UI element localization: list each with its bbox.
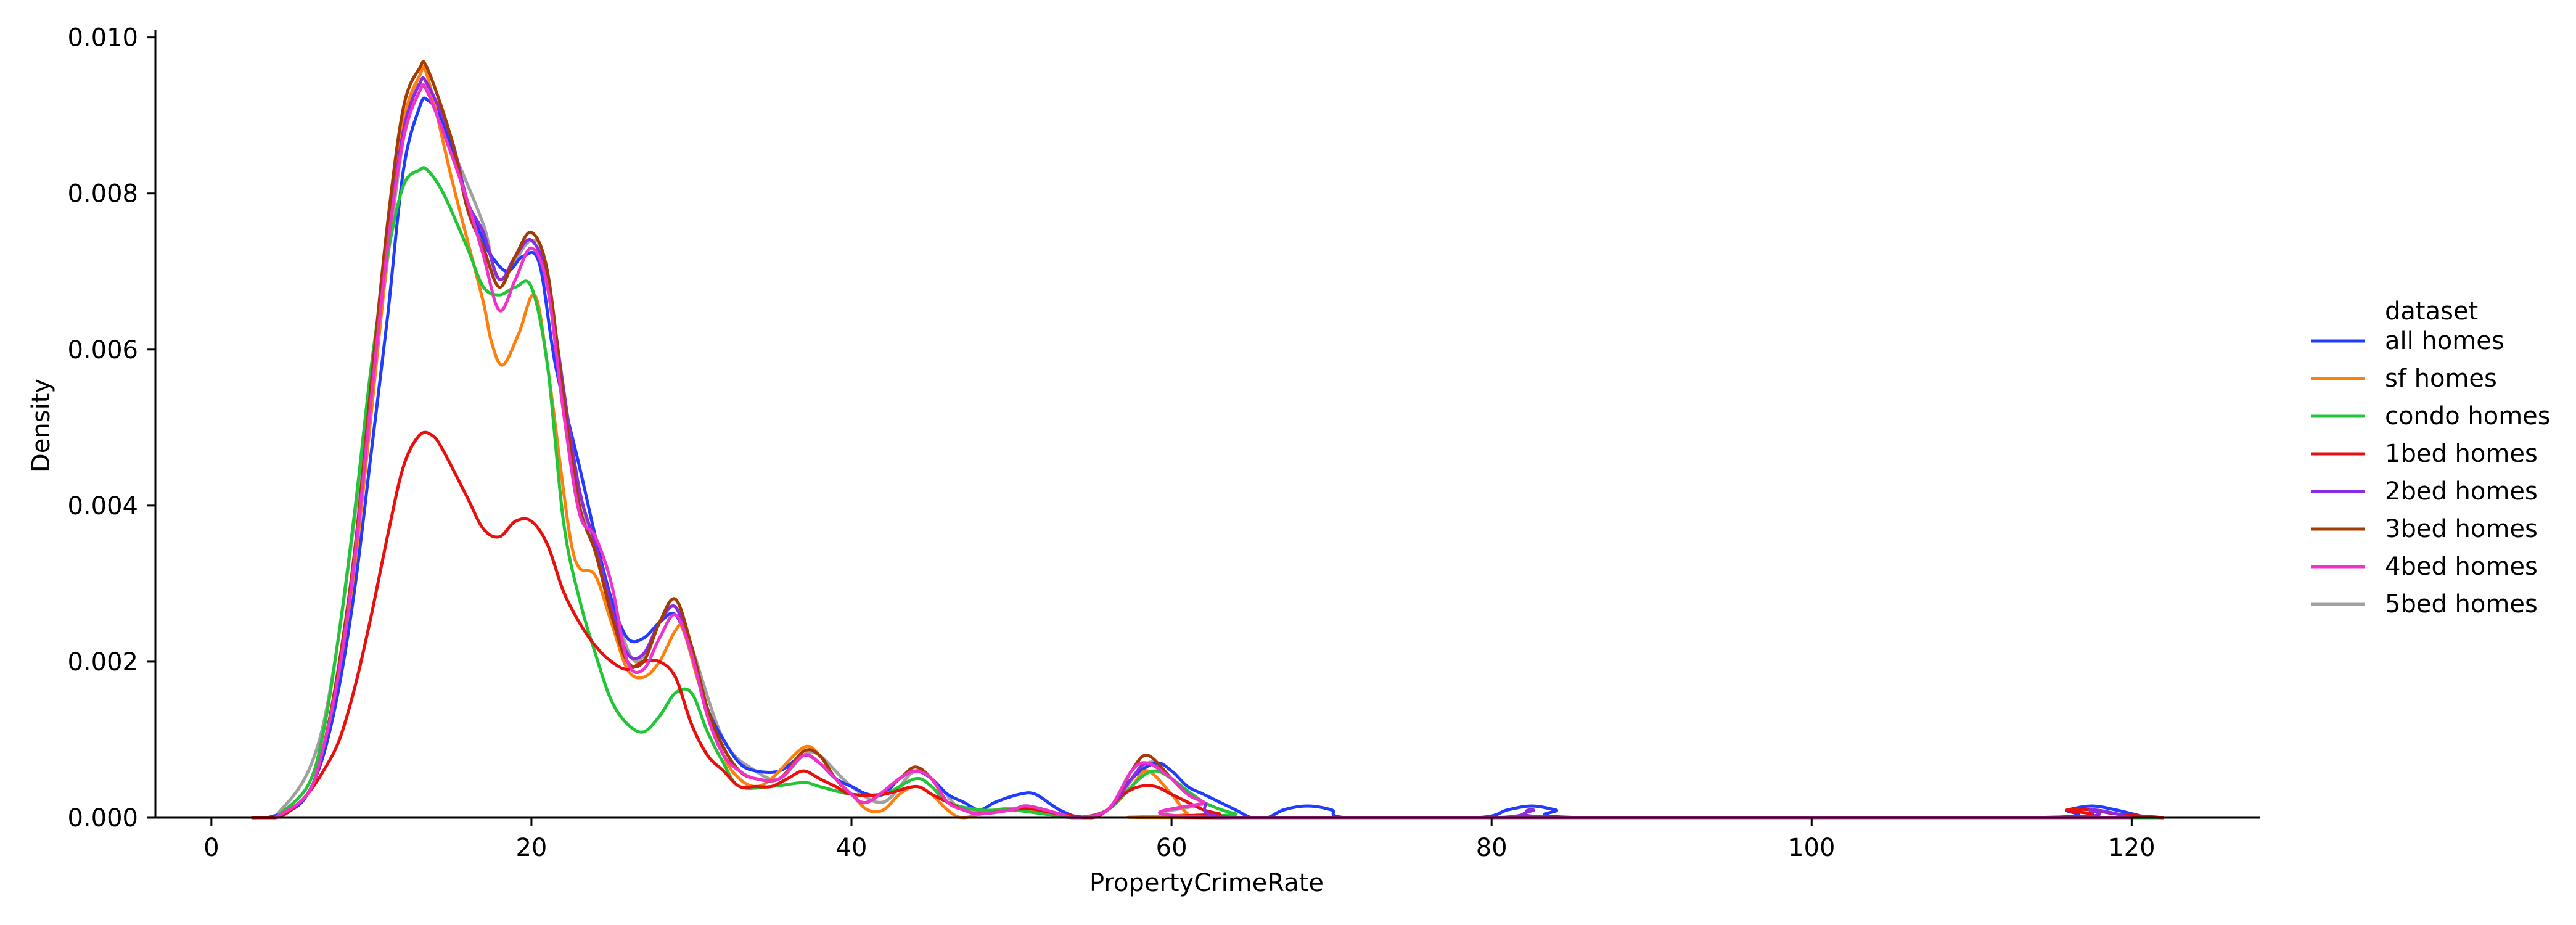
legend-title: dataset	[2385, 297, 2478, 326]
x-tick-label: 40	[836, 834, 868, 862]
legend-item: 1bed homes	[2311, 440, 2538, 468]
plot-area: 0 20 40 60 80 100 120 0.0000.0020.0040.0060.00…	[67, 24, 2260, 862]
legend-label: 1bed homes	[2385, 440, 2538, 468]
legend-label: all homes	[2385, 327, 2504, 355]
y-tick-label: 0.004	[67, 492, 138, 520]
y-tick-label: 0.006	[67, 336, 138, 364]
y-tick-label: 0.010	[67, 24, 138, 52]
y-tick-label: 0.002	[67, 648, 138, 676]
series-line-5bed-homes	[274, 82, 2132, 820]
series-line-condo-homes	[274, 166, 2164, 820]
legend-item: 2bed homes	[2311, 477, 2538, 506]
y-tick-label: 0.000	[67, 804, 138, 832]
x-tick-label: 100	[1788, 834, 1835, 862]
legend-label: 5bed homes	[2385, 590, 2538, 619]
legend-item: 3bed homes	[2311, 515, 2538, 543]
series-line-4bed-homes	[274, 83, 2132, 820]
series-line-sf-homes	[274, 65, 2164, 820]
legend-label: 4bed homes	[2385, 553, 2538, 581]
legend-item: all homes	[2311, 327, 2504, 355]
legend-label: 3bed homes	[2385, 515, 2538, 543]
legend: dataset all homes sf homes condo homes 1bed…	[2311, 297, 2551, 619]
x-tick-label: 20	[515, 834, 547, 862]
legend-items: all homes sf homes condo homes 1bed homes 2b…	[2311, 327, 2551, 619]
series-lines	[251, 60, 2164, 820]
x-tick-label: 60	[1156, 834, 1188, 862]
series-line-2bed-homes	[274, 76, 2132, 820]
legend-label: condo homes	[2385, 402, 2551, 430]
x-axis-title: PropertyCrimeRate	[1089, 869, 1324, 897]
x-tick-label: 0	[203, 834, 219, 862]
series-line-1bed-homes	[251, 430, 2164, 820]
legend-item: 4bed homes	[2311, 553, 2538, 581]
x-tick-label: 80	[1476, 834, 1507, 862]
legend-item: sf homes	[2311, 364, 2497, 393]
y-axis-title: Density	[27, 379, 55, 472]
legend-item: 5bed homes	[2311, 590, 2538, 619]
legend-item: condo homes	[2311, 402, 2551, 430]
y-tick-label: 0.008	[67, 180, 138, 208]
y-axis-ticks: 0.000 0.002 0.004 0.006 0.008 0.010	[67, 24, 155, 832]
legend-label: sf homes	[2385, 364, 2497, 393]
series-line-all-homes	[266, 96, 2148, 820]
x-axis-ticks: 0 20 40 60 80 100 120	[203, 818, 2156, 862]
legend-label: 2bed homes	[2385, 477, 2538, 506]
x-tick-label: 120	[2108, 834, 2155, 862]
